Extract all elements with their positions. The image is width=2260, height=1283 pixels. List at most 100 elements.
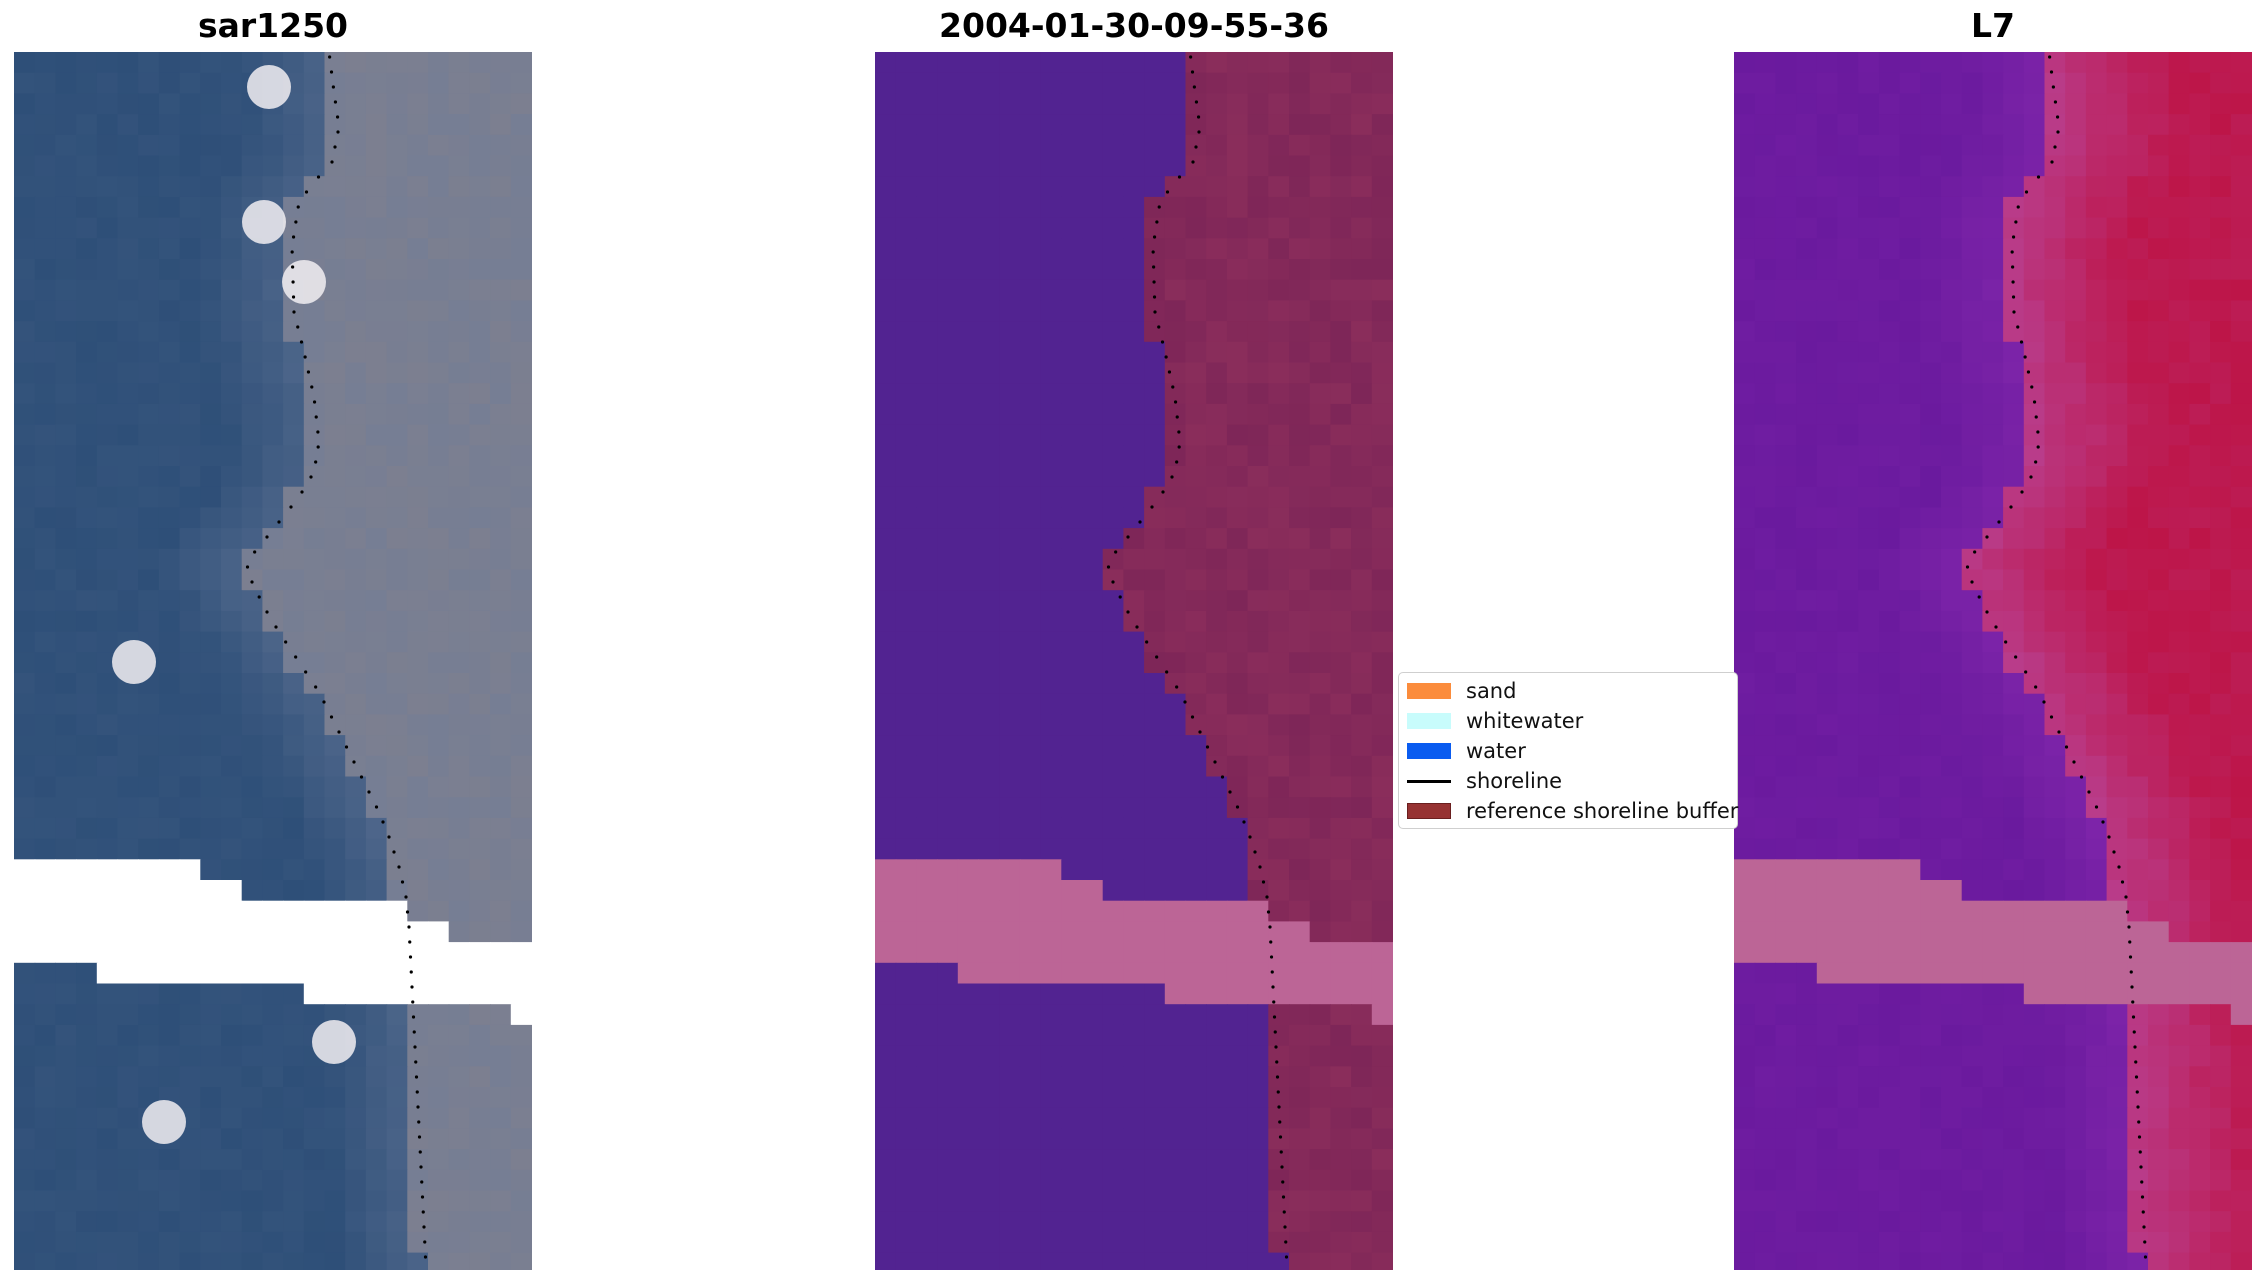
shoreline-point (1164, 355, 1168, 359)
water-pixel (138, 1004, 160, 1026)
water-pixel (1775, 238, 1797, 260)
land-pixel (2210, 155, 2232, 177)
water-pixel (76, 259, 98, 281)
water-pixel (1878, 155, 1901, 177)
shoreline-point (329, 70, 334, 74)
water-pixel (1061, 114, 1083, 136)
water-pixel (1734, 155, 1756, 177)
shoreline-point (291, 235, 296, 239)
water-pixel (1816, 383, 1839, 405)
water-pixel (1941, 134, 1963, 157)
water-pixel (138, 797, 160, 819)
water-pixel (916, 134, 938, 157)
water-pixel (2044, 817, 2066, 840)
water-pixel (1185, 1128, 1207, 1150)
water-pixel (365, 1024, 388, 1047)
water-pixel (1019, 735, 1042, 757)
land-pixel (2127, 528, 2149, 550)
bright-patch (112, 640, 156, 684)
shoreline-point (1160, 340, 1165, 344)
water-pixel (1247, 1066, 1269, 1088)
water-pixel (1796, 176, 1818, 198)
land-pixel (1351, 776, 1373, 798)
nodata-pixel (916, 942, 938, 964)
water-pixel (283, 176, 305, 198)
water-pixel (1941, 362, 1963, 384)
water-pixel (76, 341, 98, 364)
water-pixel (55, 259, 77, 281)
water-pixel (1837, 1107, 1859, 1129)
water-pixel (1837, 735, 1859, 757)
water-pixel (1837, 362, 1859, 384)
water-pixel (179, 983, 201, 1005)
land-pixel (1330, 176, 1352, 198)
water-pixel (117, 114, 139, 136)
land-pixel (2168, 921, 2190, 943)
water-pixel (999, 1252, 1021, 1270)
water-pixel (2023, 735, 2046, 757)
land-pixel (490, 714, 512, 736)
water-pixel (365, 1004, 388, 1026)
land-pixel (283, 590, 305, 612)
water-pixel (1144, 983, 1166, 1005)
water-pixel (1878, 114, 1901, 136)
land-pixel (448, 838, 470, 860)
land-pixel (1289, 341, 1311, 364)
land-pixel (1185, 693, 1207, 715)
land-pixel (1371, 880, 1393, 902)
nodata-pixel (1920, 900, 1942, 922)
water-pixel (2003, 383, 2025, 405)
water-pixel (1796, 1045, 1818, 1067)
water-pixel (875, 1087, 897, 1109)
shoreline-point (2014, 655, 2018, 659)
water-pixel (1082, 300, 1104, 322)
land-pixel (1206, 279, 1228, 301)
land-pixel (1164, 610, 1187, 633)
land-pixel (2230, 1169, 2252, 1192)
water-pixel (1920, 569, 1942, 591)
land-pixel (1289, 735, 1311, 757)
land-pixel (1289, 817, 1311, 840)
water-pixel (895, 155, 917, 177)
land-pixel (490, 548, 512, 571)
land-pixel (386, 424, 408, 446)
water-pixel (345, 1231, 367, 1254)
water-pixel (2106, 1169, 2128, 1192)
water-pixel (1019, 362, 1042, 384)
shoreline-point (1228, 790, 1232, 794)
shoreline-point (410, 985, 414, 989)
land-pixel (2210, 797, 2232, 819)
land-pixel (2065, 52, 2087, 74)
water-pixel (200, 673, 222, 695)
water-pixel (1920, 1149, 1942, 1171)
land-pixel (2106, 341, 2128, 364)
nodata-pixel (303, 900, 326, 922)
water-pixel (978, 610, 1000, 633)
land-pixel (1247, 528, 1269, 550)
water-pixel (158, 1066, 181, 1088)
land-pixel (1371, 714, 1393, 736)
land-pixel (1289, 279, 1311, 301)
water-pixel (241, 1169, 263, 1192)
water-pixel (1040, 362, 1062, 384)
land-pixel (2127, 486, 2149, 508)
land-pixel (1206, 569, 1228, 591)
land-pixel (2168, 797, 2190, 819)
water-pixel (1920, 1128, 1942, 1150)
water-pixel (262, 134, 284, 157)
land-pixel (2189, 1107, 2211, 1129)
land-pixel (2106, 797, 2128, 819)
land-pixel (1371, 859, 1393, 881)
water-pixel (875, 1045, 897, 1067)
land-pixel (2148, 403, 2170, 426)
nodata-pixel (895, 921, 917, 943)
land-pixel (1268, 1045, 1290, 1067)
land-pixel (469, 714, 491, 736)
nodata-pixel (2148, 921, 2170, 943)
water-pixel (241, 486, 263, 508)
water-pixel (875, 155, 897, 177)
water-pixel (1019, 983, 1042, 1005)
water-pixel (76, 279, 98, 301)
land-pixel (2168, 93, 2190, 115)
land-pixel (2148, 52, 2170, 74)
